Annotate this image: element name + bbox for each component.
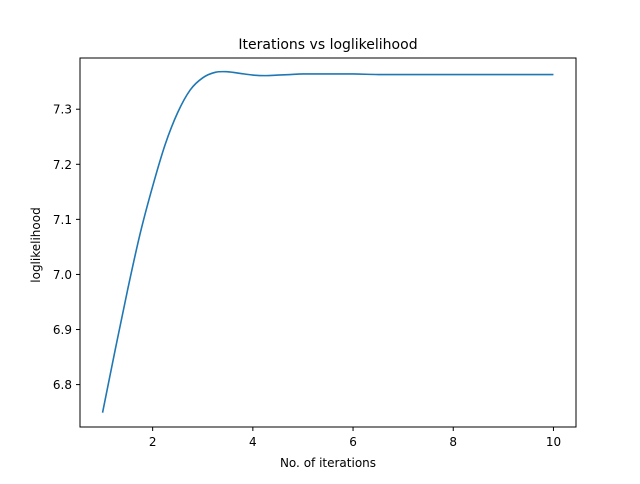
plot-area: 2 4 6 8 10 6.8 6.9 7.0 7.1 7.2 7.3 [53, 57, 577, 449]
x-tick-label: 4 [249, 435, 257, 449]
series-line [101, 70, 554, 413]
y-tick-label: 7.1 [53, 213, 72, 227]
y-tick-label: 7.0 [53, 268, 72, 282]
x-tick-label: 6 [349, 435, 357, 449]
y-tick-label: 7.3 [53, 103, 72, 117]
axes-frame [79, 57, 577, 428]
x-tick-label: 2 [149, 435, 157, 449]
y-tick-label: 6.8 [53, 378, 72, 392]
chart-title: Iterations vs loglikelihood [238, 37, 417, 53]
x-tick-label: 8 [449, 435, 457, 449]
y-tick-label: 7.2 [53, 158, 72, 172]
x-axis-label: No. of iterations [280, 456, 376, 470]
x-tick-label: 10 [546, 435, 561, 449]
y-axis-label: loglikelihood [29, 207, 43, 282]
y-tick-label: 6.9 [53, 323, 72, 337]
